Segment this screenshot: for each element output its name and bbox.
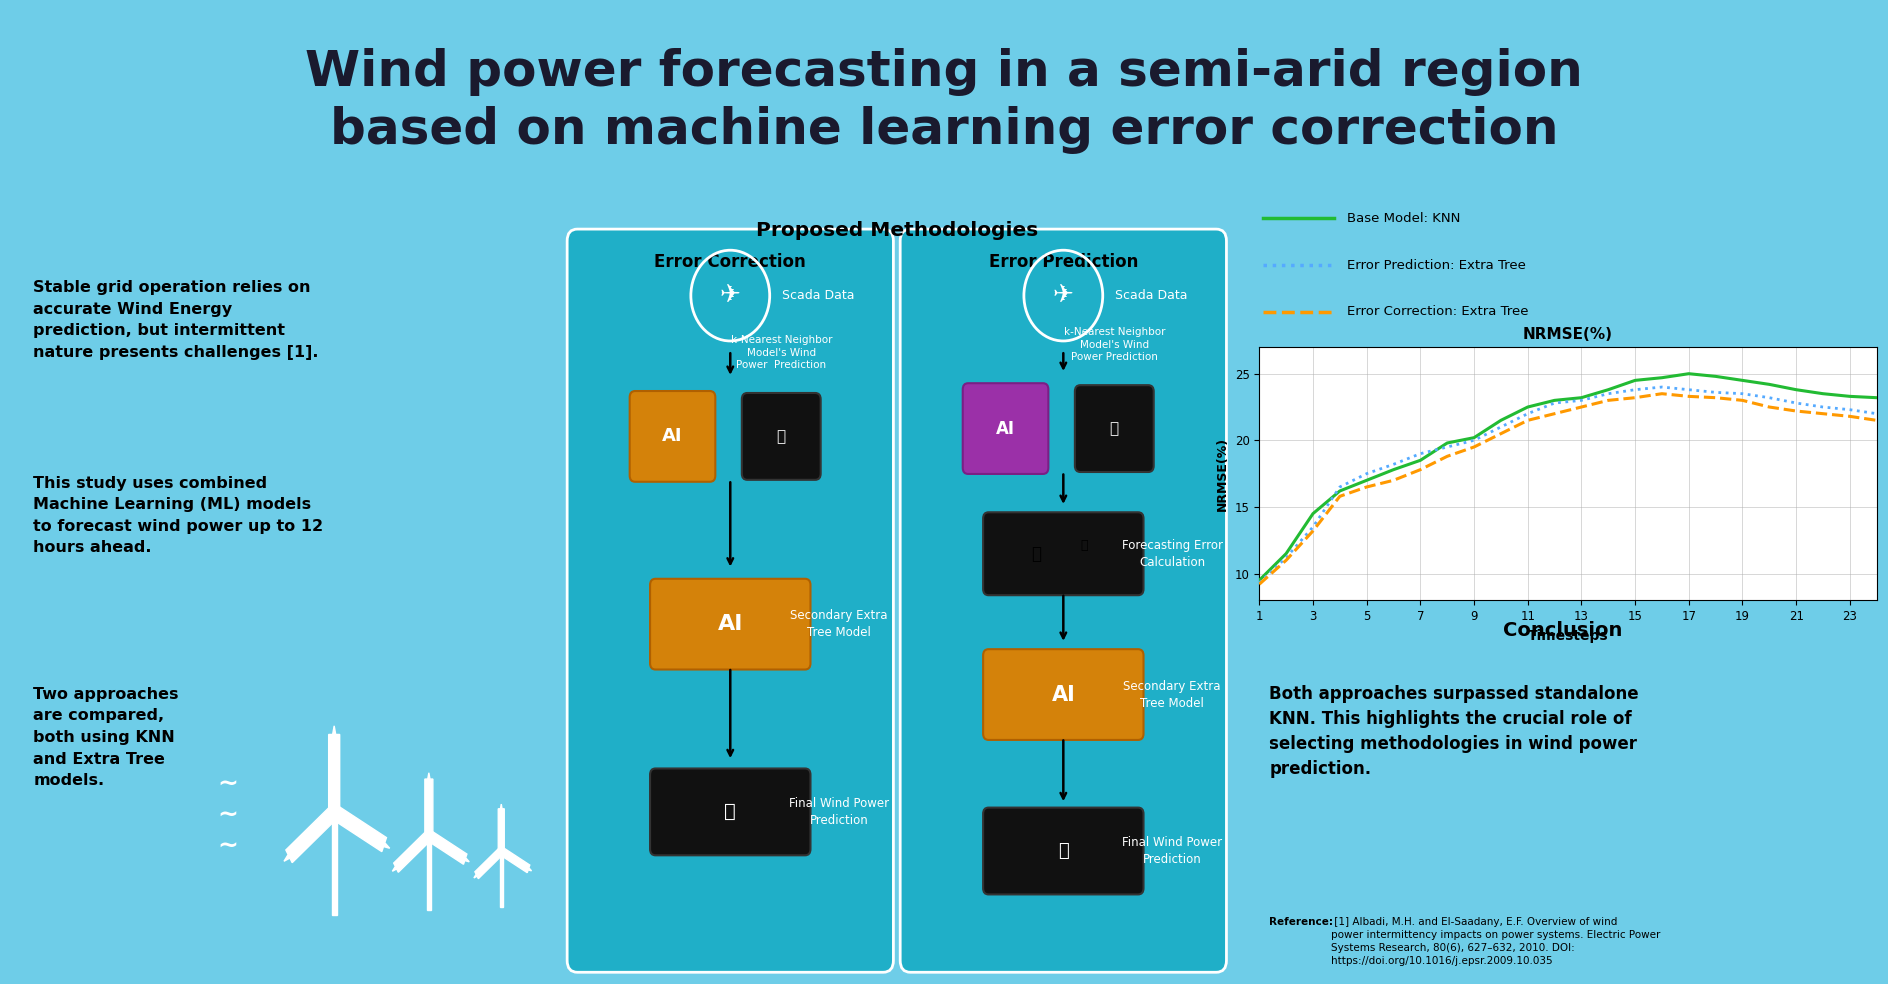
- Text: [1] Albadi, M.H. and El-Saadany, E.F. Overview of wind
power intermittency impac: [1] Albadi, M.H. and El-Saadany, E.F. Ov…: [1331, 917, 1660, 966]
- Circle shape: [498, 847, 504, 855]
- Text: Error Prediction: Error Prediction: [989, 253, 1138, 271]
- FancyBboxPatch shape: [566, 229, 893, 972]
- Text: 📈: 📈: [776, 429, 785, 444]
- FancyArrow shape: [427, 835, 430, 910]
- FancyBboxPatch shape: [963, 383, 1048, 474]
- Text: Two approaches
are compared,
both using KNN
and Extra Tree
models.: Two approaches are compared, both using …: [34, 687, 179, 788]
- FancyArrow shape: [393, 830, 430, 872]
- Text: ∼: ∼: [217, 835, 240, 859]
- FancyArrow shape: [427, 830, 470, 864]
- Text: ∼: ∼: [217, 772, 240, 796]
- Text: 📈: 📈: [1031, 545, 1040, 563]
- Title: NRMSE(%): NRMSE(%): [1524, 327, 1612, 341]
- Text: Error Prediction: Extra Tree: Error Prediction: Extra Tree: [1348, 259, 1526, 272]
- Circle shape: [329, 805, 340, 819]
- Text: Proposed Methodologies: Proposed Methodologies: [755, 221, 1038, 240]
- Text: AI: AI: [1052, 685, 1074, 705]
- FancyArrow shape: [500, 847, 532, 873]
- Text: 📈: 📈: [1057, 842, 1069, 860]
- Text: Forecasting Error
Calculation: Forecasting Error Calculation: [1121, 539, 1223, 569]
- FancyBboxPatch shape: [984, 808, 1144, 894]
- Circle shape: [425, 830, 432, 840]
- Text: Both approaches surpassed standalone
KNN. This highlights the crucial role of
se: Both approaches surpassed standalone KNN…: [1269, 685, 1639, 778]
- Text: Secondary Extra
Tree Model: Secondary Extra Tree Model: [791, 609, 887, 640]
- Text: ✈: ✈: [719, 283, 740, 308]
- Text: AI: AI: [663, 427, 683, 446]
- FancyBboxPatch shape: [901, 229, 1227, 972]
- Text: AI: AI: [717, 614, 744, 634]
- Text: Stable grid operation relies on
accurate Wind Energy
prediction, but intermitten: Stable grid operation relies on accurate…: [34, 279, 319, 360]
- Text: ❌: ❌: [1080, 539, 1087, 552]
- Text: Base Model: KNN: Base Model: KNN: [1348, 212, 1461, 224]
- FancyArrow shape: [500, 851, 502, 907]
- Text: Final Wind Power
Prediction: Final Wind Power Prediction: [1121, 836, 1222, 866]
- Text: 📈: 📈: [1110, 421, 1120, 436]
- FancyArrow shape: [498, 804, 504, 851]
- FancyBboxPatch shape: [742, 393, 821, 480]
- X-axis label: Timesteps: Timesteps: [1527, 629, 1609, 643]
- FancyBboxPatch shape: [984, 649, 1144, 740]
- FancyBboxPatch shape: [984, 513, 1144, 595]
- Text: Error Correction: Extra Tree: Error Correction: Extra Tree: [1348, 305, 1529, 319]
- FancyArrow shape: [332, 812, 336, 915]
- FancyBboxPatch shape: [649, 579, 810, 669]
- Text: ✈: ✈: [1054, 283, 1074, 308]
- Text: Secondary Extra
Tree Model: Secondary Extra Tree Model: [1123, 680, 1222, 709]
- FancyBboxPatch shape: [649, 769, 810, 855]
- Text: k-Nearest Neighbor
Model's Wind
Power  Prediction: k-Nearest Neighbor Model's Wind Power Pr…: [731, 336, 833, 370]
- Text: Final Wind Power
Prediction: Final Wind Power Prediction: [789, 797, 889, 827]
- Text: 📈: 📈: [725, 802, 736, 822]
- Y-axis label: NRMSE(%): NRMSE(%): [1216, 437, 1229, 511]
- FancyArrow shape: [332, 805, 389, 851]
- Text: Reference:: Reference:: [1269, 917, 1333, 927]
- FancyArrow shape: [474, 847, 502, 879]
- FancyBboxPatch shape: [1074, 385, 1154, 472]
- Text: Error Correction: Error Correction: [655, 253, 806, 271]
- FancyArrow shape: [425, 772, 432, 835]
- Text: Scada Data: Scada Data: [1116, 289, 1188, 302]
- Text: ∼: ∼: [217, 804, 240, 828]
- FancyArrow shape: [283, 806, 338, 863]
- Text: Scada Data: Scada Data: [782, 289, 855, 302]
- Text: This study uses combined
Machine Learning (ML) models
to forecast wind power up : This study uses combined Machine Learnin…: [34, 475, 323, 555]
- Text: Wind power forecasting in a semi-arid region
based on machine learning error cor: Wind power forecasting in a semi-arid re…: [306, 48, 1582, 154]
- Text: AI: AI: [997, 419, 1016, 438]
- FancyArrow shape: [329, 726, 340, 812]
- FancyBboxPatch shape: [631, 391, 716, 482]
- Text: Conclusion: Conclusion: [1503, 621, 1622, 641]
- Text: k-Nearest Neighbor
Model's Wind
Power Prediction: k-Nearest Neighbor Model's Wind Power Pr…: [1063, 328, 1165, 362]
